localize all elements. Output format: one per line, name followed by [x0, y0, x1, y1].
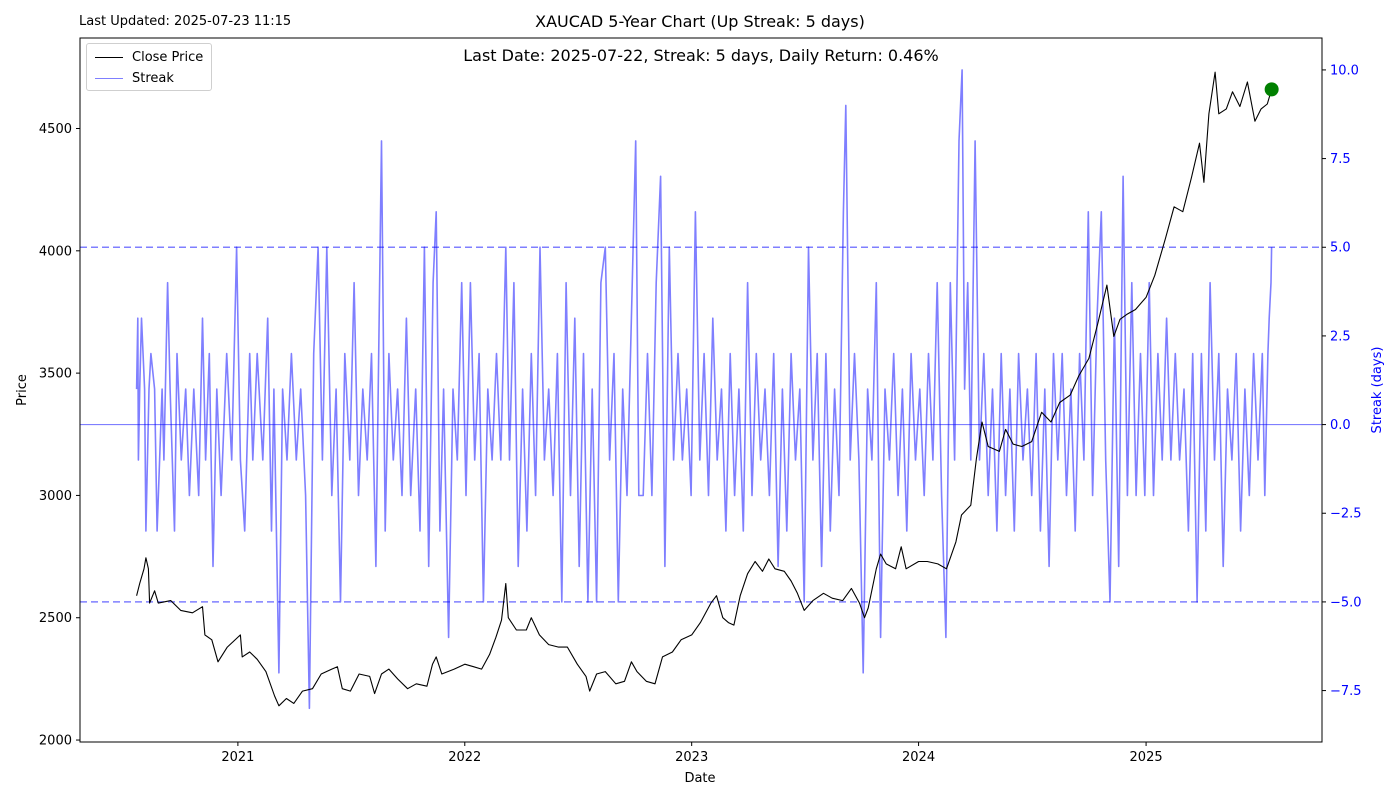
- y2-tick-label: −5.0: [1330, 595, 1362, 610]
- last-updated-text: Last Updated: 2025-07-23 11:15: [79, 14, 292, 29]
- x-tick-label: 2022: [448, 750, 481, 765]
- x-axis-ticks: 2021 2022 2023 2024 2025: [221, 742, 1163, 765]
- close-price-series: [136, 71, 1273, 707]
- close-price-line: [136, 71, 1273, 707]
- x-tick-label: 2023: [675, 750, 708, 765]
- y2-tick-label: 0.0: [1330, 418, 1351, 433]
- y2-tick-label: −2.5: [1330, 507, 1362, 522]
- legend-label-close: Close Price: [132, 49, 204, 65]
- last-point-marker-group: [1264, 82, 1279, 97]
- y-tick-label: 3500: [39, 367, 72, 382]
- chart-title: XAUCAD 5-Year Chart (Up Streak: 5 days): [535, 12, 865, 31]
- plot-frame: [79, 37, 1323, 743]
- y2-tick-label: 2.5: [1330, 329, 1351, 344]
- legend-swatch-streak: [95, 77, 123, 79]
- y2-tick-label: −7.5: [1330, 684, 1362, 699]
- x-tick-label: 2024: [902, 750, 935, 765]
- x-axis-label: Date: [684, 771, 715, 786]
- y2-axis-ticks: −7.5 −5.0 −2.5 0.0 2.5 5.0 7.5 10.0: [1322, 63, 1362, 699]
- legend: Close Price Streak: [86, 43, 212, 91]
- y-tick-label: 4500: [39, 122, 72, 137]
- last-point-marker: [1264, 82, 1279, 97]
- y-axis-ticks: 2000 2500 3000 3500 4000 4500: [39, 122, 80, 749]
- streak-line: [135, 69, 1273, 710]
- y-axis-label: Price: [15, 374, 30, 406]
- chart-subtitle: Last Date: 2025-07-22, Streak: 5 days, D…: [463, 46, 939, 65]
- y2-tick-label: 7.5: [1330, 152, 1351, 167]
- y2-tick-label: 5.0: [1330, 241, 1351, 256]
- x-tick-label: 2021: [221, 750, 254, 765]
- legend-item-streak: Streak: [95, 69, 174, 87]
- legend-label-streak: Streak: [132, 70, 174, 86]
- legend-swatch-close: [95, 56, 123, 58]
- streak-series: [135, 69, 1273, 710]
- y-tick-label: 2000: [39, 734, 72, 749]
- y2-tick-label: 10.0: [1330, 63, 1359, 78]
- y-tick-label: 3000: [39, 489, 72, 504]
- x-tick-label: 2025: [1130, 750, 1163, 765]
- y-tick-label: 2500: [39, 611, 72, 626]
- y-tick-label: 4000: [39, 244, 72, 259]
- y2-axis-label: Streak (days): [1370, 347, 1385, 434]
- legend-item-close: Close Price: [95, 48, 203, 66]
